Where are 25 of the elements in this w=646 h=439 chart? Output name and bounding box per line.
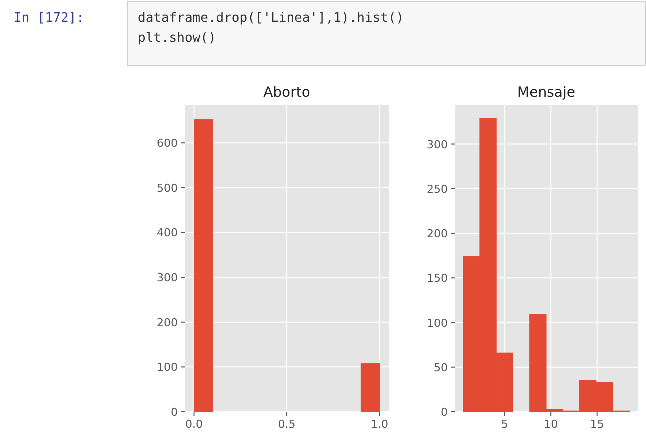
chart-title: Mensaje — [518, 85, 576, 101]
y-tick-label: 200 — [427, 228, 448, 241]
y-tick-label: 100 — [157, 361, 178, 374]
text: dataframe.drop(['Linea'],1).hist() — [138, 11, 404, 26]
y-tick-label: 200 — [157, 316, 178, 330]
y-tick-label: 500 — [157, 182, 178, 195]
text: In [172]: — [14, 11, 84, 26]
y-tick-label: 600 — [157, 137, 178, 150]
y-tick-label: 0 — [171, 406, 178, 419]
y-tick-label: 250 — [427, 182, 448, 196]
x-tick-label: 15 — [590, 418, 604, 431]
y-tick-label: 50 — [434, 361, 448, 374]
x-tick-label: 10 — [544, 418, 558, 431]
y-tick-label: 300 — [157, 272, 178, 285]
y-tick-label: 400 — [157, 226, 178, 240]
text: plt.show() — [138, 31, 216, 46]
y-tick-label: 0 — [441, 406, 448, 419]
x-tick-label: 0.0 — [186, 418, 204, 431]
y-tick-label: 100 — [427, 316, 448, 330]
x-tick-label: 1.0 — [370, 418, 388, 431]
chart-title: Aborto — [264, 85, 310, 101]
x-tick-label: 5 — [501, 418, 508, 431]
y-tick-label: 150 — [427, 272, 448, 286]
y-tick-label: 300 — [427, 138, 448, 152]
x-tick-label: 0.5 — [278, 418, 296, 431]
